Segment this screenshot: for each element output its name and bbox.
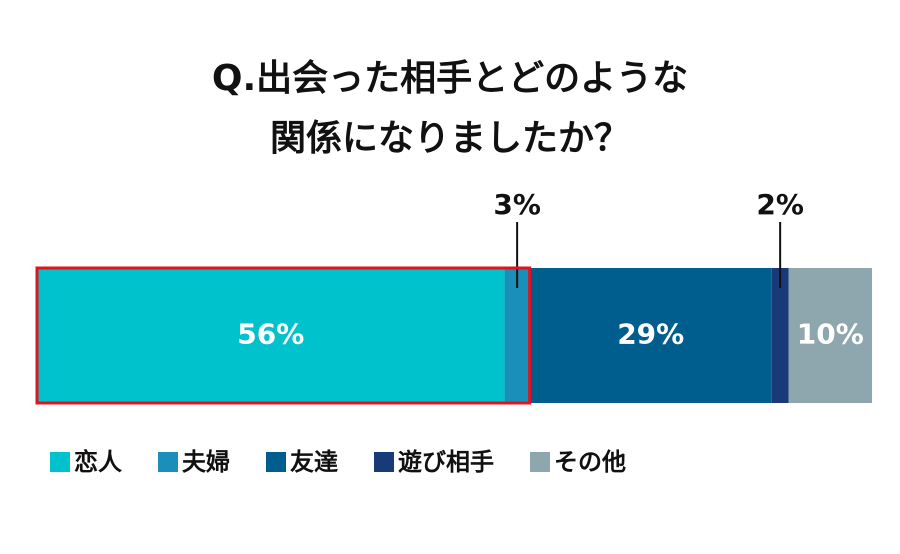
- value-label: 10%: [797, 318, 864, 351]
- chart-title: Q.出会った相手とどのような: [212, 58, 688, 99]
- legend-label: 恋人: [74, 448, 122, 476]
- legend-swatch: [374, 452, 394, 472]
- value-label: 2%: [756, 188, 804, 221]
- value-label: 3%: [493, 188, 541, 221]
- legend-swatch: [50, 452, 70, 472]
- bar-segment: [771, 268, 789, 403]
- chart-title: 関係になりましたか？: [270, 118, 630, 159]
- legend-swatch: [530, 452, 550, 472]
- legend-label: 友達: [290, 448, 338, 476]
- legend-swatch: [158, 452, 178, 472]
- value-label: 56%: [237, 318, 304, 351]
- value-label: 29%: [617, 318, 684, 351]
- bar-segment: [529, 268, 772, 403]
- legend-label: 遊び相手: [398, 448, 494, 476]
- legend-label: 夫婦: [182, 448, 230, 476]
- bar-segment: [37, 268, 505, 403]
- legend-label: その他: [554, 448, 626, 476]
- highlight-box: [35, 266, 532, 405]
- bar-segment: [504, 268, 530, 403]
- bar-segment: [788, 268, 872, 403]
- legend-swatch: [266, 452, 286, 472]
